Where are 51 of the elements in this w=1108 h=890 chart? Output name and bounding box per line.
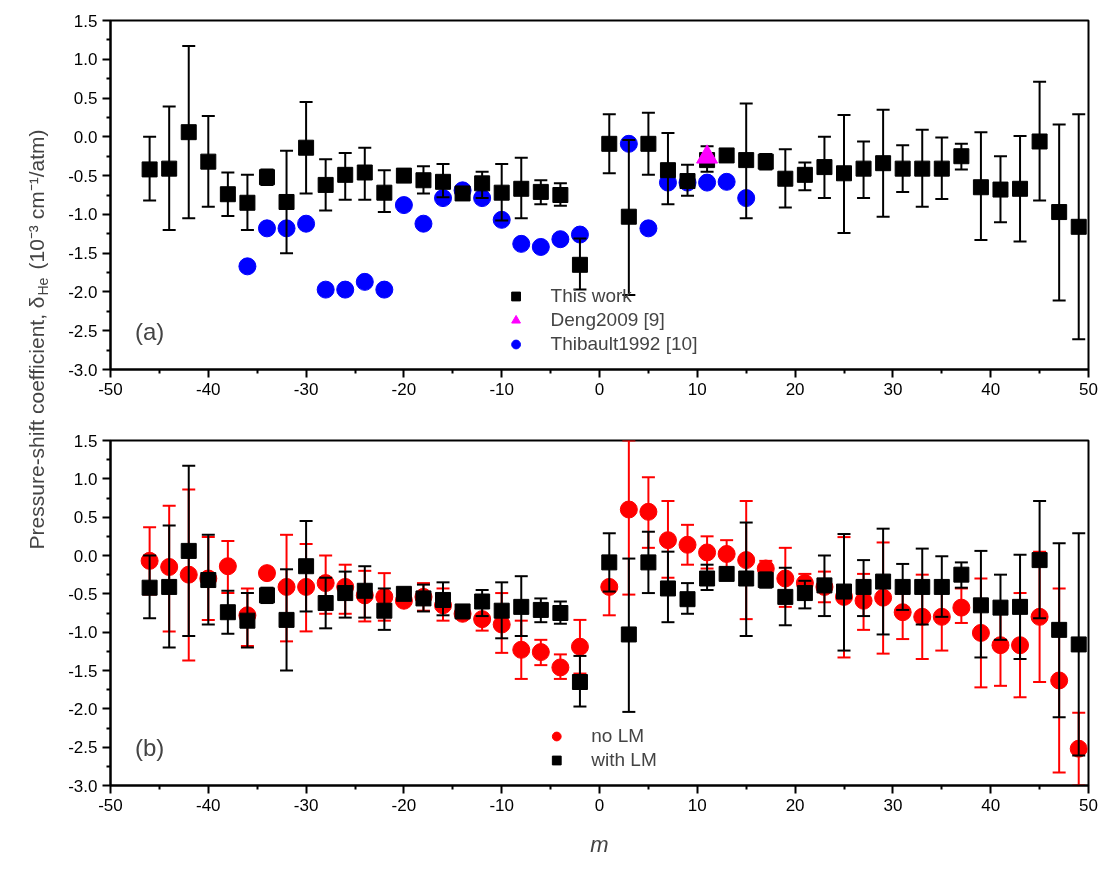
legend-label: This work bbox=[550, 285, 632, 307]
y-tick-label: 0.0 bbox=[73, 127, 98, 147]
y-tick-label: -3.0 bbox=[68, 360, 98, 380]
x-axis-title: m bbox=[590, 831, 609, 857]
y-tick-label: 1.5 bbox=[73, 11, 98, 31]
x-tick-label: 10 bbox=[687, 379, 707, 399]
x-tick-label: -10 bbox=[489, 379, 514, 399]
x-tick-label: 0 bbox=[594, 795, 605, 815]
y-tick-label: -2.5 bbox=[68, 321, 98, 341]
y-axis-title: Pressure-shift coefficient, δHe (10⁻³ cm⁻¹/atm) bbox=[25, 129, 51, 550]
y-tick-label: -3.0 bbox=[68, 776, 98, 796]
x-tick-label: -50 bbox=[98, 795, 123, 815]
y-tick-label: -2.0 bbox=[68, 282, 98, 302]
y-tick-label: 0.0 bbox=[73, 546, 98, 566]
x-tick-label: -30 bbox=[293, 795, 319, 815]
legend-label: no LM bbox=[591, 725, 645, 747]
x-tick-label: 50 bbox=[1079, 795, 1098, 815]
x-tick-label: -30 bbox=[293, 379, 319, 399]
y-tick-label: -1.0 bbox=[68, 205, 98, 225]
annotation: (b) bbox=[134, 734, 165, 762]
x-tick-label: 0 bbox=[594, 379, 605, 399]
x-tick-label: 20 bbox=[785, 379, 805, 399]
x-tick-label: 30 bbox=[883, 795, 903, 815]
x-tick-label: 50 bbox=[1079, 379, 1098, 399]
y-tick-label: 0.5 bbox=[73, 89, 98, 109]
y-tick-label: 1.0 bbox=[73, 50, 98, 70]
x-tick-label: -20 bbox=[391, 795, 417, 815]
y-tick-label: 1.0 bbox=[73, 469, 98, 489]
x-tick-label: -40 bbox=[196, 795, 221, 815]
legend-label: Deng2009 [9] bbox=[550, 309, 665, 331]
y-tick-label: -1.5 bbox=[68, 244, 98, 264]
y-tick-label: -0.5 bbox=[68, 166, 98, 186]
y-tick-label: 1.5 bbox=[73, 431, 98, 451]
x-tick-label: 20 bbox=[785, 795, 805, 815]
y-tick-label: 0.5 bbox=[73, 508, 98, 528]
x-tick-label: 40 bbox=[981, 379, 1001, 399]
y-tick-label: -2.0 bbox=[68, 699, 98, 719]
x-tick-label: -10 bbox=[489, 795, 514, 815]
x-tick-label: 40 bbox=[981, 795, 1001, 815]
y-tick-label: -1.0 bbox=[68, 623, 98, 643]
x-tick-label: 30 bbox=[883, 379, 903, 399]
y-tick-label: -2.5 bbox=[68, 738, 98, 758]
x-tick-label: -40 bbox=[196, 379, 221, 399]
y-tick-label: -1.5 bbox=[68, 661, 98, 681]
legend-label: Thibault1992 [10] bbox=[550, 333, 698, 355]
x-tick-label: -50 bbox=[98, 379, 123, 399]
y-tick-label: -0.5 bbox=[68, 584, 98, 604]
x-tick-label: -20 bbox=[391, 379, 417, 399]
annotation: (a) bbox=[134, 318, 165, 346]
legend-label: with LM bbox=[591, 749, 657, 771]
x-tick-label: 10 bbox=[687, 795, 707, 815]
